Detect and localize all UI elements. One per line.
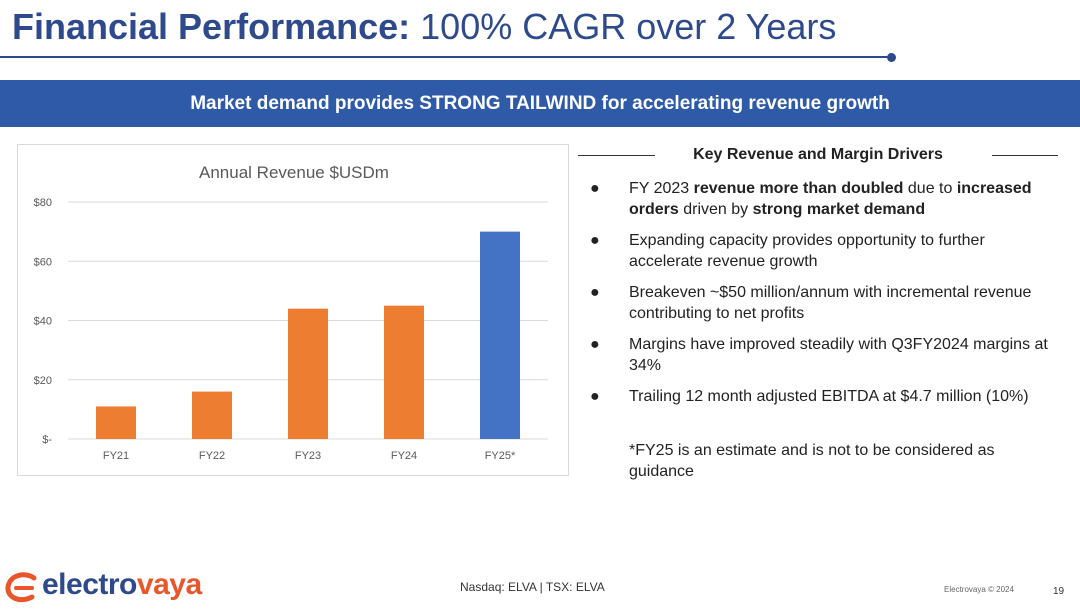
company-logo: electrovaya (4, 568, 202, 604)
drivers-list: ● FY 2023 revenue more than doubled due t… (590, 178, 1060, 417)
revenue-chart: Annual Revenue $USDm $- $20 $40 $60 $80 FY21 FY… (17, 144, 569, 476)
x-tick-label: FY22 (199, 450, 225, 462)
driver-text: Margins have improved steadily with Q3FY… (629, 336, 1048, 374)
driver-text: driven by (678, 201, 753, 218)
copyright: Electrovaya © 2024 (944, 585, 1014, 594)
driver-item: ● Breakeven ~$50 million/annum with incre… (590, 282, 1060, 324)
slide-title: Financial Performance: 100% CAGR over 2 … (12, 6, 836, 48)
logo-text-vaya: vaya (136, 568, 202, 601)
driver-text: increased orders (629, 180, 1032, 218)
x-tick-label: FY23 (295, 450, 321, 462)
driver-text: FY 2023 (629, 180, 694, 197)
bullet-icon: ● (590, 336, 600, 353)
revenue-chart-svg: Annual Revenue $USDm $- $20 $40 $60 $80 FY21 FY… (34, 163, 548, 462)
logo-wordmark: electrovaya (42, 568, 202, 602)
bullet-icon: ● (590, 284, 600, 301)
driver-text: Trailing 12 month adjusted EBITDA at $4.… (629, 388, 1029, 405)
x-tick-label: FY25* (485, 450, 516, 462)
driver-text: revenue more than doubled (693, 180, 904, 197)
bar-fy21 (96, 406, 136, 439)
bullet-icon: ● (590, 180, 600, 197)
page-number: 19 (1053, 586, 1065, 597)
heading-rule-right (992, 155, 1058, 156)
heading-rule-left (578, 155, 655, 156)
drivers-heading: Key Revenue and Margin Drivers (693, 146, 943, 163)
driver-text: strong market demand (752, 201, 926, 218)
title-bold: Financial Performance: (12, 6, 411, 47)
y-tick-label: $20 (34, 375, 52, 387)
driver-item: ● Margins have improved steadily with Q3F… (590, 334, 1060, 376)
bar-fy24 (384, 305, 424, 439)
bar-fy23 (288, 308, 328, 439)
y-tick-label: $60 (34, 256, 52, 268)
title-light: 100% CAGR over 2 Years (420, 6, 837, 47)
estimate-note: *FY25 is an estimate and is not to be co… (629, 442, 995, 480)
driver-text: Breakeven ~$50 million/annum with increm… (629, 284, 1032, 322)
chart-title: Annual Revenue $USDm (199, 163, 389, 182)
bar-fy22 (192, 391, 232, 439)
logo-text-electro: electro (42, 568, 137, 601)
bullet-icon: ● (590, 232, 600, 249)
x-tick-label: FY21 (103, 450, 129, 462)
drivers-heading-row: Key Revenue and Margin Drivers (578, 145, 1058, 167)
y-tick-label: $80 (34, 197, 52, 209)
driver-item: ● Trailing 12 month adjusted EBITDA at $4… (590, 386, 1060, 407)
bar-fy25-est (480, 231, 520, 439)
title-underline-dot (887, 53, 896, 62)
logo-swoosh-icon (5, 572, 37, 603)
headline-banner: Market demand provides STRONG TAILWIND f… (0, 80, 1080, 127)
exchange-listing: Nasdaq: ELVA | TSX: ELVA (460, 580, 605, 594)
driver-item: ● Expanding capacity provides opportunity… (590, 230, 1060, 272)
driver-text: Expanding capacity provides opportunity … (629, 232, 985, 270)
bullet-icon: ● (590, 388, 600, 405)
driver-text: due to (903, 180, 957, 197)
x-tick-label: FY24 (391, 450, 417, 462)
title-underline (0, 56, 890, 58)
driver-item: ● FY 2023 revenue more than doubled due t… (590, 178, 1060, 220)
y-tick-label: $40 (34, 316, 52, 328)
y-tick-label: $- (42, 434, 52, 446)
